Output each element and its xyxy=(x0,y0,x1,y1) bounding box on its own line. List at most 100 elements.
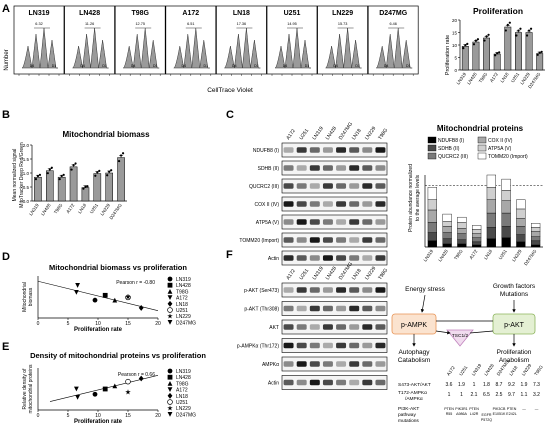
pathway-diagram: Energy stress Growth factors Mutations p… xyxy=(391,283,536,364)
bar xyxy=(93,173,102,202)
band xyxy=(349,147,360,153)
table-cell: PIK3CB xyxy=(493,407,506,411)
panel-e-letter: E xyxy=(2,341,9,353)
data-point xyxy=(74,162,77,165)
band xyxy=(309,287,320,293)
table-row-label: S473-AKT/AKT xyxy=(398,382,431,388)
category-label: LN319 xyxy=(422,248,434,262)
data-point xyxy=(82,187,85,190)
category-label: U251 xyxy=(510,71,521,83)
p-ampk-label: p-AMPK xyxy=(401,322,427,329)
y-tick-label: 1.5 xyxy=(23,157,30,162)
stack-segment xyxy=(501,212,511,227)
band xyxy=(296,287,307,293)
band xyxy=(283,165,294,171)
histogram-value: 14.95 xyxy=(287,22,297,26)
histogram-fill xyxy=(72,27,109,69)
data-point xyxy=(34,178,38,181)
scatter-point xyxy=(75,395,80,400)
blot-strip xyxy=(281,196,388,212)
band xyxy=(362,324,373,330)
blot-strip xyxy=(281,319,388,335)
scatter-point xyxy=(167,276,173,282)
table-cell: P572Q xyxy=(481,418,492,422)
stack-segment xyxy=(531,227,541,232)
band xyxy=(375,165,386,171)
band-label: SDHB (II) xyxy=(258,166,280,172)
data-point xyxy=(119,154,123,157)
table-cell: — xyxy=(522,407,526,411)
scatter-point xyxy=(92,297,98,303)
band xyxy=(296,324,307,330)
stack-segment xyxy=(516,234,526,243)
data-point xyxy=(515,34,518,37)
table-cell: PTEN xyxy=(444,407,454,411)
band xyxy=(336,324,347,330)
data-point xyxy=(474,39,478,42)
histogram-fill xyxy=(274,27,311,69)
table-cell: E1051K xyxy=(493,412,506,416)
histogram-fill xyxy=(123,27,160,69)
band xyxy=(309,165,320,171)
data-point xyxy=(525,34,529,37)
band xyxy=(283,361,294,367)
scatter-point xyxy=(167,307,173,313)
legend-label: LN18 xyxy=(176,394,188,400)
band xyxy=(322,324,333,330)
scatter-point xyxy=(167,295,173,300)
proliferation-chart: Proliferation Proliferation rate 0 5 10 15 2… xyxy=(445,6,545,89)
bar xyxy=(493,53,501,71)
lane-label: LN229 xyxy=(364,265,377,281)
data-point xyxy=(464,43,467,47)
band xyxy=(362,255,373,261)
band-label: ATP5A (V) xyxy=(256,220,280,226)
band xyxy=(309,237,320,243)
bar xyxy=(105,172,113,202)
table-cell: 3.2 xyxy=(533,392,540,398)
table-row-label: mutations xyxy=(398,418,419,424)
histogram-label: LN229 xyxy=(332,10,353,17)
histogram-value: 17.36 xyxy=(237,22,247,26)
legend-label: U251 xyxy=(176,308,188,314)
stack-segment xyxy=(442,232,452,239)
stack-segment xyxy=(531,231,541,237)
category-label: LN428 xyxy=(466,71,478,85)
histogram-label: D247MG xyxy=(379,10,408,17)
data-point xyxy=(60,174,63,178)
table-cell: 1.8 xyxy=(483,382,490,388)
table-column-header: A172 xyxy=(446,365,456,377)
y-axis-label: Mitochondrial xyxy=(22,282,28,312)
band xyxy=(309,361,320,367)
band xyxy=(309,219,320,225)
table-cell: PIK3R1 xyxy=(455,407,467,411)
band xyxy=(375,219,386,225)
legend-label: LN428 xyxy=(176,283,191,289)
table-cell: — xyxy=(535,407,539,411)
data-point xyxy=(72,164,75,167)
band xyxy=(349,219,360,225)
band xyxy=(283,255,294,261)
histogram-label: U251 xyxy=(284,10,301,17)
data-point xyxy=(62,173,65,176)
data-point xyxy=(519,27,522,30)
legend-label: SDHB (II) xyxy=(438,146,460,152)
band xyxy=(375,147,386,153)
panel-a-ylabel: Number xyxy=(4,49,10,70)
band xyxy=(375,361,386,367)
legend-label: QUCRC2 (III) xyxy=(438,154,468,160)
band xyxy=(322,287,333,293)
blot-strip xyxy=(281,250,388,266)
scatter-e-title: Density of mitochondrial proteins vs pro… xyxy=(30,351,206,360)
data-point xyxy=(108,170,111,173)
band xyxy=(296,379,307,386)
stack-segment xyxy=(442,221,452,227)
band xyxy=(322,361,333,367)
histogram-label: A172 xyxy=(182,10,199,17)
stack-segment xyxy=(501,237,511,248)
growth-factors-label: Growth factors xyxy=(493,283,536,290)
scatter-point xyxy=(167,412,173,417)
table-cell: 1.9 xyxy=(458,382,465,388)
scatter-e: Density of mitochondrial proteins vs pro… xyxy=(22,351,206,425)
data-point xyxy=(38,173,42,176)
panel-f-letter: F xyxy=(226,249,233,261)
